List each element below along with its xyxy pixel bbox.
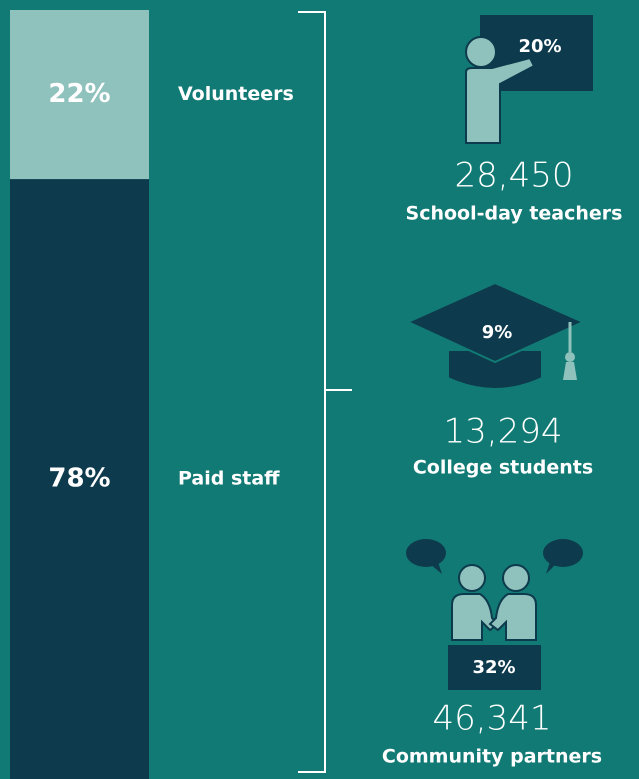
stacked-bar: 22% Volunteers 78% Paid staff <box>10 10 294 779</box>
bracket <box>298 11 352 773</box>
count: 28,450 <box>455 156 574 196</box>
value-label: 78% <box>48 464 110 494</box>
count: 13,294 <box>444 412 563 452</box>
partners-icon <box>406 539 583 690</box>
legend-label: Paid staff <box>178 468 280 490</box>
value-label: 22% <box>48 79 110 109</box>
role-label: Community partners <box>382 746 602 768</box>
legend-label: Volunteers <box>178 83 294 105</box>
cap-icon <box>405 281 586 390</box>
teacher-icon <box>465 15 593 144</box>
bar-segment <box>10 179 149 779</box>
share-label: 20% <box>518 36 561 57</box>
share-label: 9% <box>482 322 513 343</box>
role-label: College students <box>413 457 593 479</box>
bar-segment <box>10 10 149 180</box>
role-label: School-day teachers <box>406 203 623 225</box>
share-label: 32% <box>472 657 515 678</box>
count: 46,341 <box>433 699 552 739</box>
